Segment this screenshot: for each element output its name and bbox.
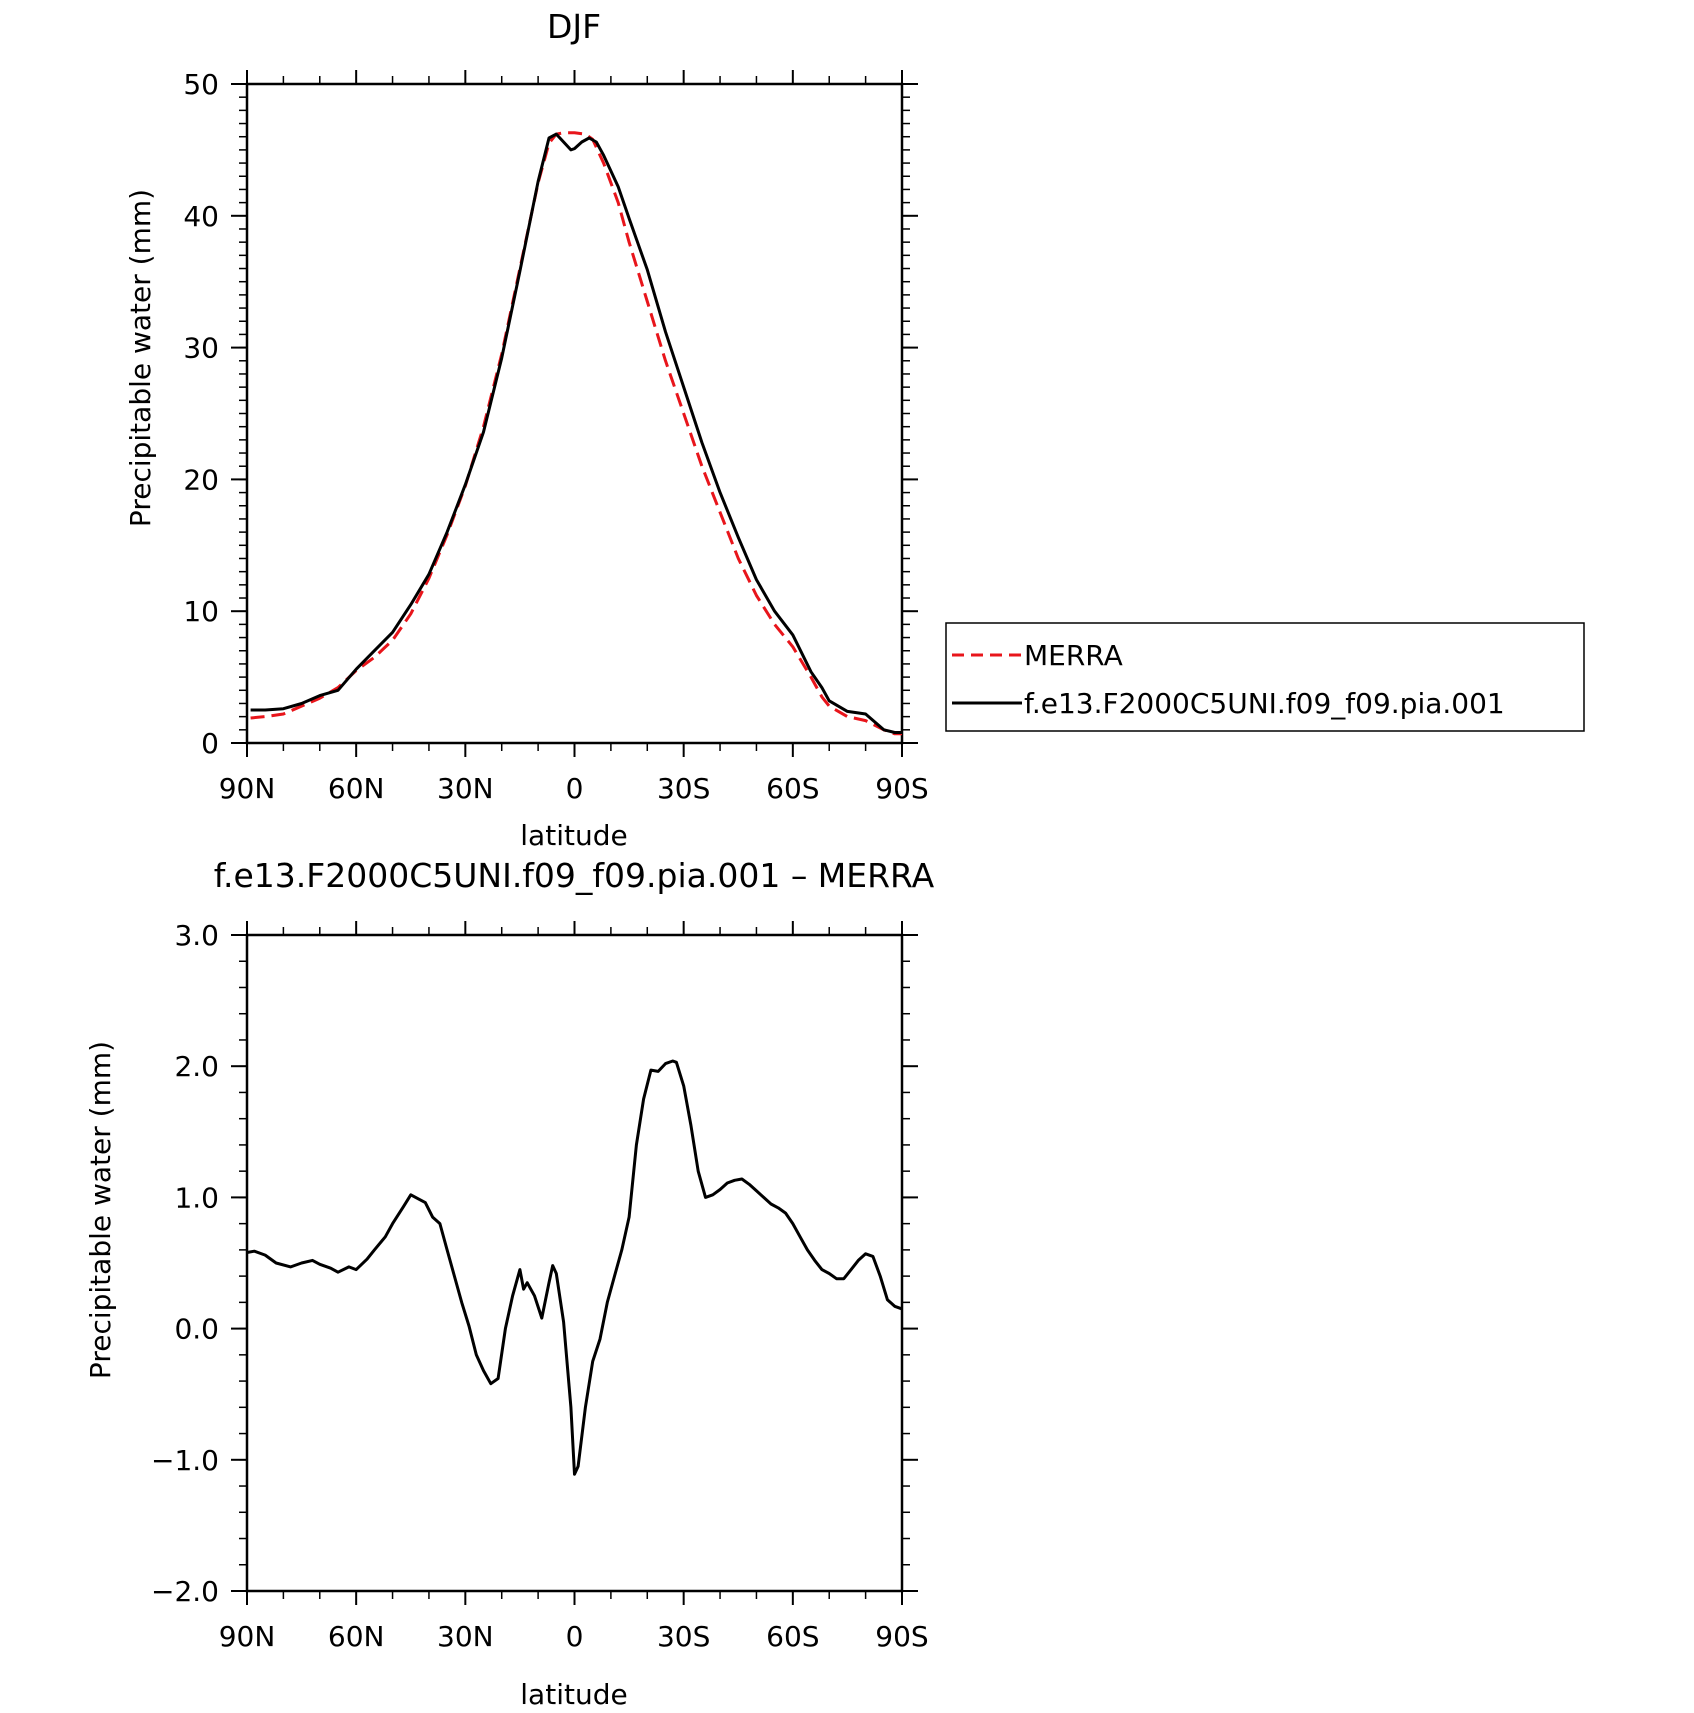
y-tick-label: 40	[183, 200, 219, 233]
y-tick-label: 0.0	[174, 1313, 219, 1346]
x-axis-label-top: latitude	[520, 819, 627, 852]
y-tick-label: 2.0	[174, 1050, 219, 1083]
x-tick-label: 60S	[766, 772, 819, 805]
series-line-merra	[250, 131, 902, 736]
panel-difference: f.e13.F2000C5UNI.f09_f09.pia.001 – MERRA…	[84, 856, 935, 1711]
y-tick-label: 50	[183, 68, 219, 101]
plot-frame	[245, 933, 904, 1593]
y-tick-label: 1.0	[174, 1181, 219, 1214]
x-tick-label: 90S	[875, 1620, 928, 1653]
y-tick-label: 0	[201, 727, 219, 760]
x-tick-label: 30S	[657, 772, 710, 805]
axes-top: 90N 60N 30N 0 30S 60S 90S 0 10 20 30 40 50	[183, 68, 928, 805]
y-tick-label: −1.0	[151, 1444, 219, 1477]
x-tick-label: 90N	[219, 1620, 276, 1653]
y-tick-label: −2.0	[151, 1575, 219, 1608]
series-line-f-e13-f2000c5uni-f09-f09-pia-001	[250, 132, 902, 734]
x-tick-label: 60N	[328, 772, 385, 805]
plot-frame	[245, 82, 904, 745]
x-tick-label: 60S	[766, 1620, 819, 1653]
y-axis-label-top: Precipitable water (mm)	[124, 189, 157, 527]
y-tick-label: 30	[183, 332, 219, 365]
x-tick-label: 90S	[875, 772, 928, 805]
x-tick-label: 0	[566, 1620, 584, 1653]
legend-box	[945, 622, 1585, 732]
y-tick-label: 3.0	[174, 919, 219, 952]
legend-label-merra: MERRA	[1024, 639, 1123, 672]
legend: MERRA f.e13.F2000C5UNI.f09_f09.pia.001	[945, 622, 1585, 732]
x-tick-label: 30S	[657, 1620, 710, 1653]
axes-bottom: 90N 60N 30N 0 30S 60S 90S −2.0 −1.0 0.0 1.0 2.0 3.0	[151, 919, 929, 1653]
chart-title-djf: DJF	[547, 7, 601, 46]
series-lines-top	[250, 131, 902, 736]
x-tick-label: 30N	[437, 1620, 494, 1653]
x-tick-label: 90N	[219, 772, 276, 805]
x-tick-label: 30N	[437, 772, 494, 805]
panel-djf: DJF Precipitable water (mm) latitude 90N…	[124, 7, 1585, 852]
chart-title-difference: f.e13.F2000C5UNI.f09_f09.pia.001 – MERRA	[214, 856, 935, 895]
legend-label-model: f.e13.F2000C5UNI.f09_f09.pia.001	[1024, 687, 1505, 720]
series-line-difference	[246, 1059, 903, 1476]
series-lines-bottom	[246, 1059, 903, 1476]
x-tick-label: 0	[566, 772, 584, 805]
y-tick-label: 20	[183, 463, 219, 496]
y-axis-label-bottom: Precipitable water (mm)	[84, 1041, 117, 1379]
x-tick-label: 60N	[328, 1620, 385, 1653]
x-axis-label-bottom: latitude	[520, 1678, 627, 1711]
y-tick-label: 10	[183, 595, 219, 628]
